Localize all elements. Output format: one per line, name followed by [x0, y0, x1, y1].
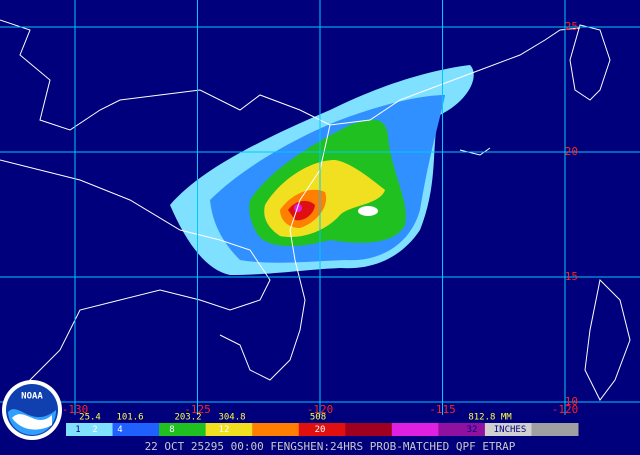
legend-mm-label: 812.8 MM — [468, 413, 512, 423]
precipitation — [170, 65, 474, 275]
legend-mm-label: 304.8 — [218, 413, 245, 423]
footer-title: 22 OCT 25295 00:00 FENGSHEN:24HRS PROB-M… — [145, 440, 516, 453]
legend-swatch — [484, 423, 532, 436]
noaa-logo: NOAA — [2, 380, 62, 440]
legend-inch-label: 8 — [169, 425, 174, 435]
longitude-label: -115 — [429, 403, 456, 416]
legend-swatch — [205, 423, 253, 436]
coastlines — [0, 19, 631, 401]
latitude-label: 10 — [565, 395, 578, 408]
legend-inch-label: 32 — [467, 425, 478, 435]
graticule — [0, 0, 640, 415]
legend-swatch — [66, 423, 114, 436]
legend-swatch — [298, 423, 346, 436]
legend-swatch — [391, 423, 439, 436]
graticule-labels: 25 20 15 10 -130 -125 -120 -115 -120 — [62, 20, 579, 416]
legend-mm-label: 101.6 — [116, 413, 143, 423]
legend-inch-label: 4 — [117, 425, 122, 435]
latitude-label: 25 — [565, 20, 578, 33]
legend-inch-label: 2 — [92, 425, 97, 435]
legend-mm-label: 203.2 — [174, 413, 201, 423]
legend-mm-label: 25.4 — [79, 413, 101, 423]
longitude-label: -120 — [307, 403, 334, 416]
longitude-label: -130 — [62, 403, 89, 416]
legend-inch-label: 12 — [219, 425, 230, 435]
legend-inch-label: 1 — [75, 425, 80, 435]
legend-inch-label: INCHES — [494, 425, 527, 435]
latitude-label: 15 — [565, 270, 578, 283]
legend-labels: 25.4 101.6 203.2 304.8 508 812.8 MM1 2 4 8 12 20 32… — [75, 413, 526, 436]
latitude-label: 20 — [565, 145, 578, 158]
logo-text: NOAA — [21, 392, 43, 402]
longitude-label: -125 — [184, 403, 211, 416]
legend-colorbar — [66, 423, 579, 436]
legend-swatch — [252, 423, 300, 436]
legend-swatch — [531, 423, 579, 436]
legend-swatch — [345, 423, 393, 436]
legend-swatch — [112, 423, 160, 436]
legend-mm-label: 508 — [310, 413, 326, 423]
legend-swatch — [438, 423, 486, 436]
legend-swatch — [159, 423, 207, 436]
legend-inch-label: 20 — [315, 425, 326, 435]
longitude-label: -120 — [552, 403, 579, 416]
